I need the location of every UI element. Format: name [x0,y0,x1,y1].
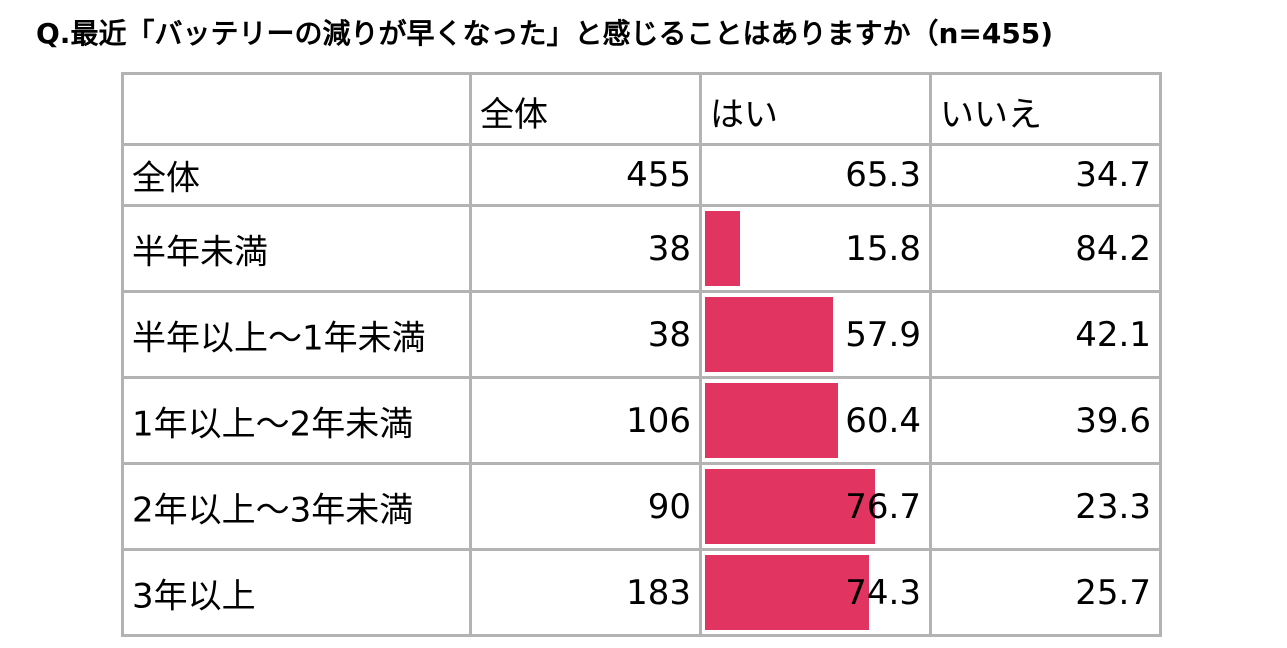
row-label: 1年以上～2年未満 [132,404,414,444]
yes-bar [705,383,839,458]
yes-cell: 60.4 [699,376,932,465]
yes-value: 15.8 [845,228,921,269]
no-value: 42.1 [1075,314,1151,355]
no-cell: 42.1 [929,290,1162,379]
row-label-cell: 1年以上～2年未満 [121,376,472,465]
table-row: 全体 455 65.3 34.7 [121,143,1162,207]
row-label: 2年以上～3年未満 [132,490,414,530]
yes-value: 65.3 [845,155,921,195]
no-cell: 23.3 [929,462,1162,551]
row-label-cell: 半年未満 [121,204,472,293]
total-n-value: 38 [647,228,691,269]
row-label-cell: 全体 [121,143,472,207]
no-value: 34.7 [1075,155,1151,195]
total-n-value: 183 [626,572,691,613]
yes-value: 57.9 [845,314,921,355]
results-table: 全体 はい いいえ 全体 455 65.3 34.7 半年未満 38 15.8 84.2 半年以… [121,72,1162,637]
header-cell-yes: はい [699,72,932,146]
yes-value: 74.3 [845,572,921,613]
row-label-cell: 2年以上～3年未満 [121,462,472,551]
row-label-cell: 3年以上 [121,548,472,637]
no-cell: 84.2 [929,204,1162,293]
no-cell: 34.7 [929,143,1162,207]
header-yes-label: はい [710,95,778,135]
no-cell: 39.6 [929,376,1162,465]
no-value: 25.7 [1075,572,1151,613]
yes-cell: 74.3 [699,548,932,637]
row-label-cell: 半年以上～1年未満 [121,290,472,379]
yes-value: 60.4 [845,400,921,441]
total-n-cell: 183 [469,548,702,637]
table-row: 半年未満 38 15.8 84.2 [121,204,1162,293]
yes-bar [705,297,833,372]
total-n-cell: 90 [469,462,702,551]
total-n-cell: 106 [469,376,702,465]
no-cell: 25.7 [929,548,1162,637]
yes-bar [705,555,870,630]
row-label: 全体 [132,158,200,199]
header-row: 全体 はい いいえ [121,72,1162,146]
chart-title: Q.最近「バッテリーの減りが早くなった」と感じることはありますか（n=455) [36,17,1054,50]
total-n-cell: 38 [469,204,702,293]
header-cell-total: 全体 [469,72,702,146]
yes-cell: 57.9 [699,290,932,379]
header-total-label: 全体 [480,95,548,135]
total-n-cell: 38 [469,290,702,379]
no-value: 39.6 [1075,400,1151,441]
row-label: 半年以上～1年未満 [132,318,426,358]
header-no-label: いいえ [940,95,1042,135]
header-cell-no: いいえ [929,72,1162,146]
yes-cell: 65.3 [699,143,932,207]
row-label: 3年以上 [132,576,256,616]
yes-value: 76.7 [845,486,921,527]
table-row: 2年以上～3年未満 90 76.7 23.3 [121,462,1162,551]
table-row: 3年以上 183 74.3 25.7 [121,548,1162,637]
table-row: 半年以上～1年未満 38 57.9 42.1 [121,290,1162,379]
yes-cell: 76.7 [699,462,932,551]
total-n-value: 90 [647,486,691,527]
no-value: 84.2 [1075,228,1151,269]
total-n-value: 106 [626,400,691,441]
total-n-value: 455 [626,155,691,195]
yes-cell: 15.8 [699,204,932,293]
table-row: 1年以上～2年未満 106 60.4 39.6 [121,376,1162,465]
header-cell-empty [121,72,472,146]
yes-bar [705,211,740,286]
row-label: 半年未満 [132,232,268,272]
no-value: 23.3 [1075,486,1151,527]
yes-bar [705,469,875,544]
total-n-cell: 455 [469,143,702,207]
total-n-value: 38 [647,314,691,355]
